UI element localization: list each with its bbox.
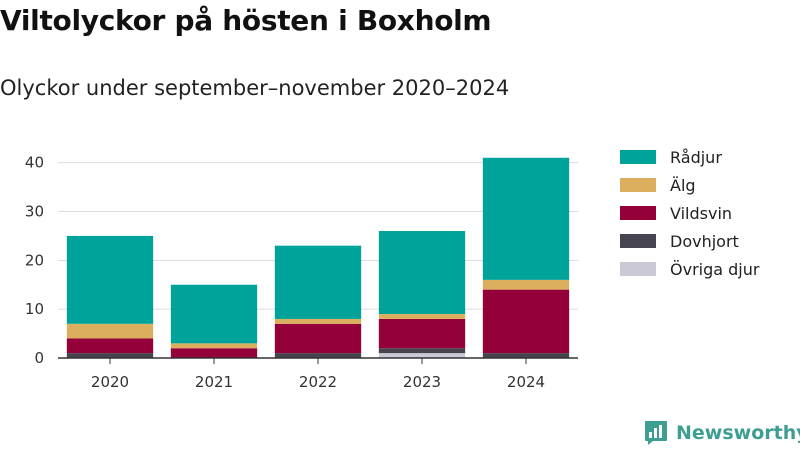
axes: 0 10 20 30 40 2020 2021 2022 2023 2024 bbox=[25, 154, 578, 391]
bar-segment bbox=[378, 348, 466, 354]
y-tick-label: 0 bbox=[34, 349, 44, 367]
legend-label: Rådjur bbox=[670, 148, 722, 167]
bar-segment bbox=[482, 157, 570, 280]
y-tick-label: 30 bbox=[25, 202, 44, 220]
legend-label: Dovhjort bbox=[670, 232, 739, 251]
bar-segment bbox=[482, 279, 570, 290]
bar-segment bbox=[378, 314, 466, 319]
legend-swatch bbox=[620, 234, 656, 248]
y-tick-label: 10 bbox=[25, 300, 44, 318]
x-tick-label: 2023 bbox=[403, 373, 441, 391]
bar-segment bbox=[170, 348, 258, 358]
legend-swatch bbox=[620, 178, 656, 192]
bar-segment bbox=[66, 353, 154, 358]
bar-segment bbox=[66, 338, 154, 354]
bar-segment bbox=[274, 245, 362, 319]
legend-swatch bbox=[620, 262, 656, 276]
bar-segment bbox=[274, 353, 362, 358]
bar-segment bbox=[482, 289, 570, 354]
bar-segment bbox=[378, 231, 466, 315]
x-tick-label: 2022 bbox=[299, 373, 337, 391]
x-tick-label: 2020 bbox=[91, 373, 129, 391]
bars bbox=[66, 157, 570, 358]
legend-label: Vildsvin bbox=[670, 204, 732, 223]
bar-segment bbox=[66, 323, 154, 339]
newsworthy-icon bbox=[645, 421, 667, 445]
legend: Rådjur Älg Vildsvin Dovhjort Övriga djur bbox=[620, 148, 760, 279]
bar-segment bbox=[378, 353, 466, 358]
brand-name: Newsworthy bbox=[676, 422, 800, 444]
brand-logo: Newsworthy bbox=[644, 420, 800, 446]
bar-segment bbox=[378, 318, 466, 349]
y-tick-label: 20 bbox=[25, 251, 44, 269]
legend-label: Övriga djur bbox=[670, 260, 760, 279]
chart-title: Viltolyckor på hösten i Boxholm bbox=[0, 4, 492, 37]
legend-swatch bbox=[620, 206, 656, 220]
x-tick-label: 2024 bbox=[507, 373, 545, 391]
chart-subtitle: Olyckor under september–november 2020–20… bbox=[0, 76, 510, 100]
legend-label: Älg bbox=[670, 176, 696, 195]
bar-segment bbox=[170, 284, 258, 344]
bar-segment bbox=[482, 353, 570, 358]
x-tick-label: 2021 bbox=[195, 373, 233, 391]
bar-segment bbox=[274, 318, 362, 324]
legend-swatch bbox=[620, 150, 656, 164]
bar-segment bbox=[274, 323, 362, 354]
bar-segment bbox=[170, 343, 258, 349]
y-tick-label: 40 bbox=[25, 154, 44, 172]
bar-segment bbox=[66, 235, 154, 324]
